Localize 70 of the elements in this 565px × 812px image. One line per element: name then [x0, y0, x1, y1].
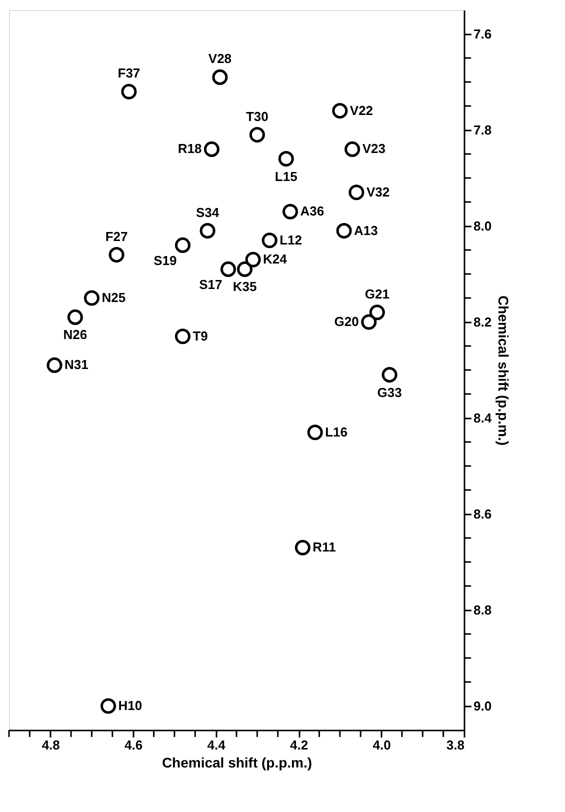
- y-tick-label: 7.8: [474, 122, 492, 138]
- point: [369, 304, 385, 320]
- point: [174, 328, 190, 344]
- point: [237, 261, 253, 277]
- x-tick-label: 4.0: [372, 738, 391, 752]
- annotation: V23: [362, 141, 386, 156]
- point: [361, 314, 377, 330]
- annotation: R11: [312, 540, 336, 555]
- annotation: G20: [334, 314, 359, 329]
- x-tick-label: 4.4: [207, 738, 226, 752]
- annotation: L15: [274, 168, 298, 184]
- point: [108, 247, 124, 263]
- annotation: L16: [325, 424, 348, 440]
- point: [212, 69, 228, 85]
- annotation: S17: [199, 277, 222, 292]
- annotation: A36: [300, 204, 324, 219]
- y-tick-label: 8.2: [474, 314, 492, 330]
- y-axis-title: Chemical shift (p.p.m.): [496, 295, 512, 446]
- annotation: V32: [366, 184, 390, 200]
- annotation: V22: [350, 102, 374, 118]
- y-tick-label: 8.8: [474, 602, 492, 618]
- annotation: G21: [364, 286, 390, 302]
- annotation: T30: [246, 108, 268, 124]
- y-tick-label: 8.6: [474, 506, 492, 522]
- y-tick-label: 7.6: [474, 26, 492, 42]
- x-tick-label: 4.6: [124, 738, 143, 752]
- annotation: N25: [102, 290, 126, 305]
- point: [121, 84, 137, 100]
- x-tick-label: 4.2: [290, 738, 308, 752]
- y-tick-label: 8.4: [474, 410, 492, 426]
- point: [245, 252, 261, 268]
- annotation: N26: [63, 327, 88, 342]
- x-tick-label: 4.8: [42, 738, 60, 752]
- annotation: A13: [354, 222, 378, 238]
- point: [204, 141, 220, 157]
- annotation: N31: [64, 357, 88, 372]
- point: [46, 357, 62, 373]
- annotation: L12: [280, 232, 302, 248]
- annotation: F37: [118, 66, 140, 81]
- point: [348, 184, 364, 200]
- annotation: G33: [377, 384, 402, 400]
- annotation: F27: [105, 228, 128, 244]
- point: [282, 204, 298, 220]
- y-tick-label: 9.0: [474, 698, 492, 714]
- annotation: R18: [178, 141, 202, 156]
- x-tick-label: 3.8: [446, 738, 464, 752]
- point: [174, 237, 190, 253]
- point: [336, 223, 352, 239]
- annotation: S34: [196, 204, 220, 220]
- point: [249, 127, 265, 143]
- point: [200, 223, 216, 239]
- point: [332, 103, 348, 119]
- point: [220, 261, 236, 277]
- annotation: S19: [154, 253, 177, 268]
- annotation: V28: [208, 51, 232, 66]
- point: [67, 309, 83, 325]
- point: [278, 151, 294, 167]
- point: [344, 141, 360, 157]
- point: [294, 540, 310, 556]
- point: [84, 290, 100, 306]
- annotation: K35: [232, 279, 257, 294]
- annotation: K24: [263, 252, 288, 267]
- annotation: H10: [118, 698, 142, 713]
- point: [382, 367, 398, 383]
- point: [307, 424, 323, 440]
- y-tick-label: 8.0: [474, 218, 492, 234]
- point: [100, 698, 116, 714]
- x-axis-title: Chemical shift (p.p.m.): [162, 754, 312, 770]
- point: [262, 232, 278, 248]
- annotation: T9: [192, 328, 208, 344]
